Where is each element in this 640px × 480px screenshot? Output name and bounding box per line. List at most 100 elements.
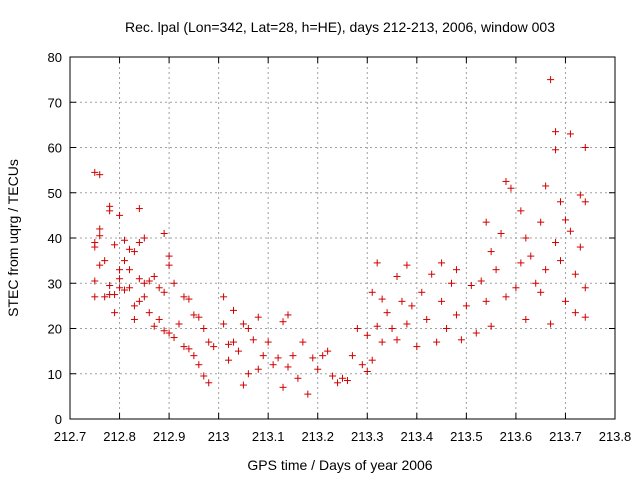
data-point	[185, 345, 193, 353]
data-point	[438, 259, 446, 267]
data-point	[116, 284, 124, 292]
data-point	[210, 343, 218, 351]
data-point	[284, 363, 292, 371]
data-point	[125, 266, 133, 274]
data-point	[363, 367, 371, 375]
data-point	[96, 171, 104, 179]
data-point	[140, 293, 148, 301]
data-point	[576, 243, 584, 251]
data-point	[492, 266, 500, 274]
data-point	[91, 293, 99, 301]
data-point	[91, 243, 99, 251]
data-point	[269, 361, 277, 369]
data-point	[557, 257, 564, 265]
data-point	[244, 370, 252, 378]
data-point	[289, 352, 297, 360]
x-axis-label: GPS time / Days of year 2006	[247, 457, 432, 473]
data-point	[116, 211, 124, 219]
data-point	[220, 293, 228, 301]
data-point	[581, 144, 589, 151]
data-point	[116, 275, 124, 283]
data-point	[165, 252, 173, 260]
data-point	[101, 257, 109, 265]
data-point	[254, 313, 262, 321]
data-point	[522, 234, 530, 242]
data-point	[408, 302, 416, 310]
y-tick-label: 30	[48, 276, 62, 291]
data-point	[195, 313, 203, 321]
data-point	[452, 266, 460, 274]
data-point	[373, 259, 381, 267]
data-point	[170, 279, 178, 287]
data-point	[140, 279, 148, 287]
data-point	[121, 236, 128, 244]
data-point	[566, 130, 574, 138]
data-point	[353, 325, 361, 332]
data-point	[487, 322, 495, 330]
data-point	[230, 306, 237, 314]
data-point	[552, 146, 560, 154]
data-point	[561, 297, 569, 305]
data-point	[200, 372, 208, 380]
data-point	[378, 295, 386, 303]
x-tick-label: 212.9	[153, 429, 186, 444]
x-tick-label: 213.5	[450, 429, 483, 444]
data-point	[557, 198, 564, 206]
data-point	[304, 390, 312, 398]
data-point	[121, 286, 128, 294]
data-point	[279, 383, 287, 391]
data-point	[116, 266, 124, 274]
y-tick-label: 60	[48, 141, 62, 156]
data-point	[339, 374, 346, 382]
data-point	[165, 261, 173, 269]
y-tick-label: 10	[48, 367, 62, 382]
data-point	[150, 322, 158, 330]
data-point	[205, 379, 213, 387]
data-point	[418, 288, 426, 296]
data-point	[448, 279, 455, 287]
y-tick-label: 40	[48, 231, 62, 246]
data-point	[393, 336, 401, 344]
y-axis-label: STEC from uqrg / TECUs	[5, 159, 21, 317]
y-tick-label: 0	[55, 412, 62, 427]
data-point	[130, 315, 138, 323]
data-point	[140, 234, 148, 242]
data-point	[185, 295, 193, 303]
data-point	[96, 261, 104, 269]
data-point	[106, 282, 114, 290]
data-point	[180, 293, 188, 301]
data-point	[363, 331, 371, 339]
data-point	[145, 277, 153, 285]
data-point	[502, 293, 510, 301]
data-point	[239, 381, 247, 389]
data-point	[249, 336, 257, 344]
data-point	[155, 284, 163, 292]
data-point	[175, 320, 183, 328]
data-point	[477, 277, 485, 285]
data-point	[373, 322, 381, 330]
x-tick-label: 213.2	[301, 429, 334, 444]
data-point	[497, 229, 505, 237]
data-point	[264, 338, 272, 346]
x-tick-label: 213.4	[401, 429, 434, 444]
data-point	[552, 128, 560, 136]
chart-title: Rec. lpal (Lon=342, Lat=28, h=HE), days …	[125, 19, 555, 35]
data-point	[314, 365, 322, 373]
data-point	[358, 361, 366, 369]
data-point	[537, 218, 545, 226]
data-point	[457, 336, 465, 344]
x-tick-label: 213	[208, 429, 230, 444]
data-point	[225, 340, 233, 348]
data-point	[259, 352, 267, 360]
data-point	[542, 182, 550, 190]
x-tick-label: 213.8	[599, 429, 632, 444]
data-point	[254, 365, 262, 373]
data-point	[452, 311, 460, 319]
data-point	[566, 227, 574, 235]
data-point	[111, 241, 119, 249]
data-point	[522, 315, 530, 323]
data-point	[502, 177, 510, 185]
data-point	[443, 325, 451, 332]
data-point	[467, 282, 475, 290]
